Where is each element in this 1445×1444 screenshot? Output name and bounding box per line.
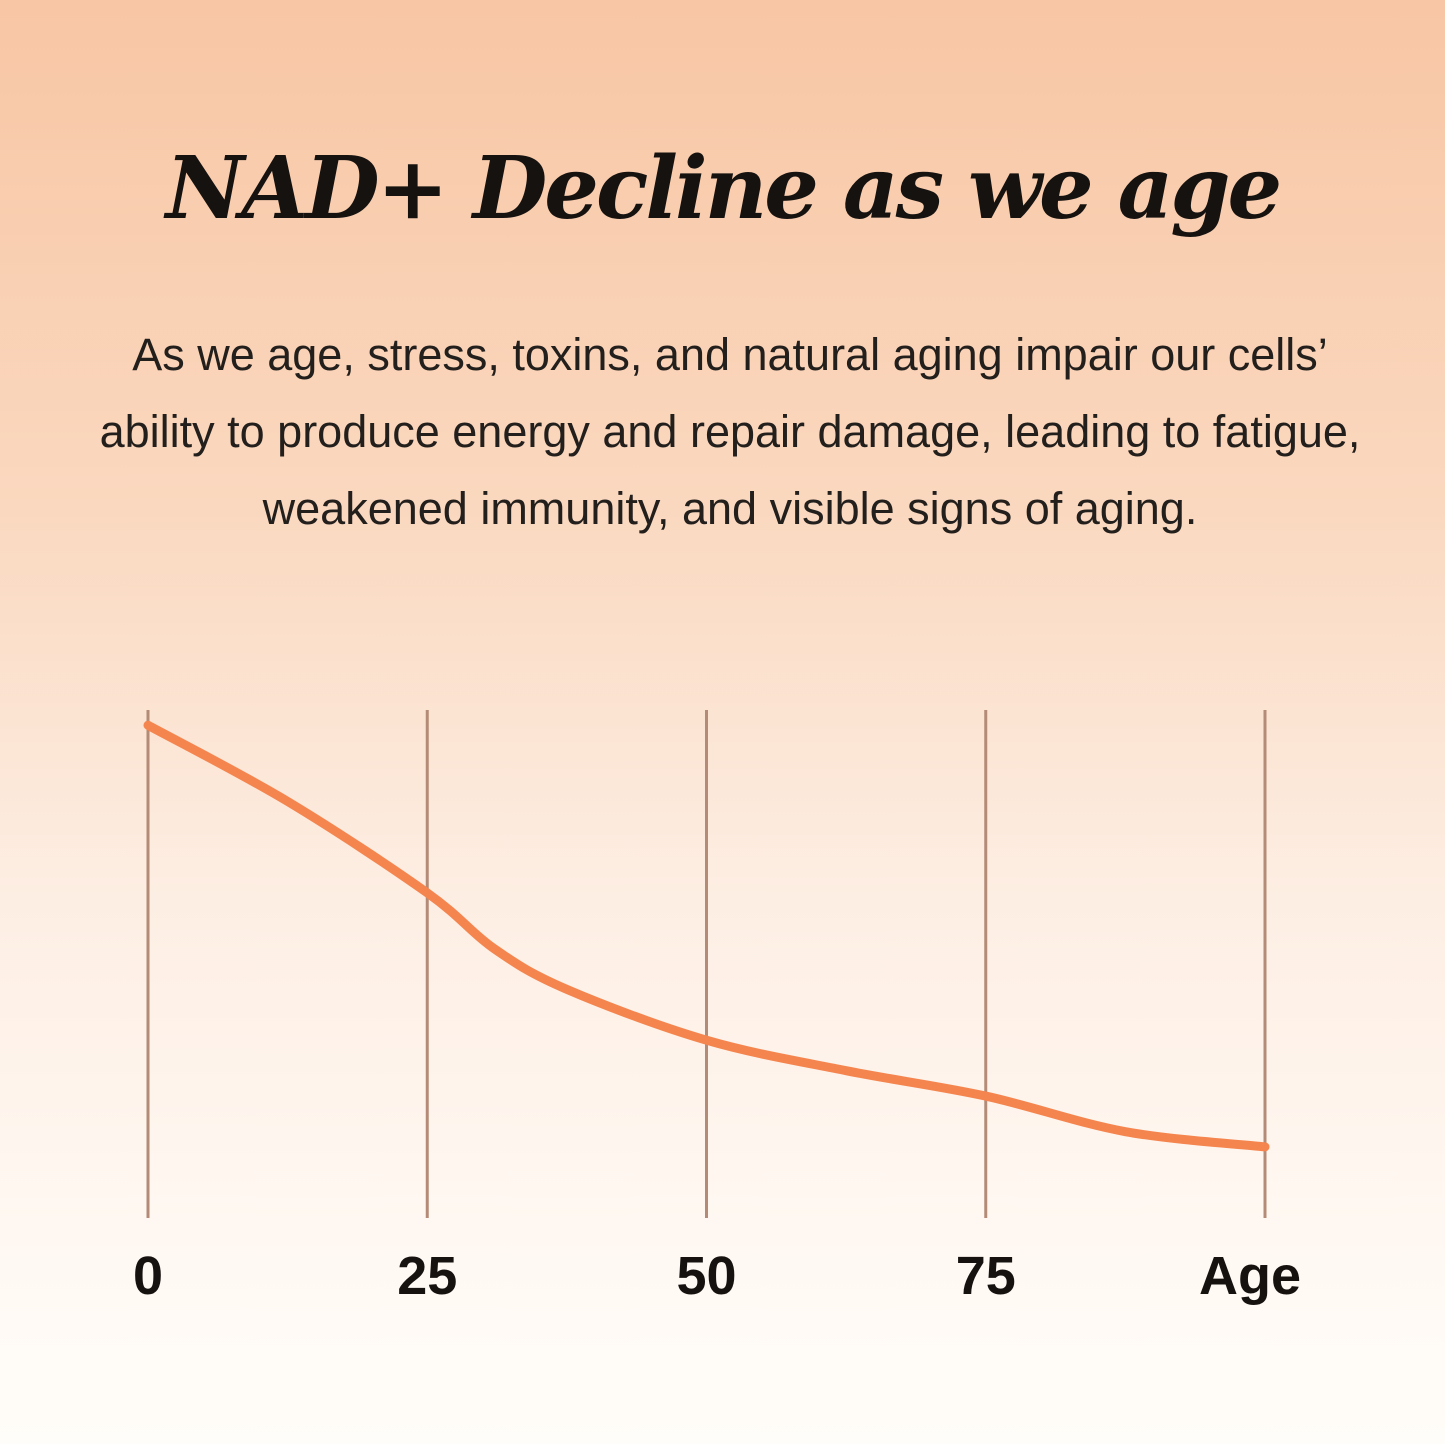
x-tick-label: Age bbox=[1199, 1246, 1301, 1306]
x-tick-label: 0 bbox=[133, 1246, 163, 1306]
x-tick-label: 50 bbox=[676, 1246, 736, 1306]
x-tick-label: 75 bbox=[956, 1246, 1016, 1306]
page-subtitle: As we age, stress, toxins, and natural a… bbox=[99, 329, 1361, 534]
nad-decline-line bbox=[143, 720, 1270, 1152]
x-tick-label: 25 bbox=[397, 1246, 457, 1306]
gridlines bbox=[146, 710, 1267, 1218]
x-tick-labels: 0 25 50 75 Age bbox=[133, 1246, 1301, 1306]
page-title: NAD+ Decline as we age bbox=[165, 138, 1282, 239]
